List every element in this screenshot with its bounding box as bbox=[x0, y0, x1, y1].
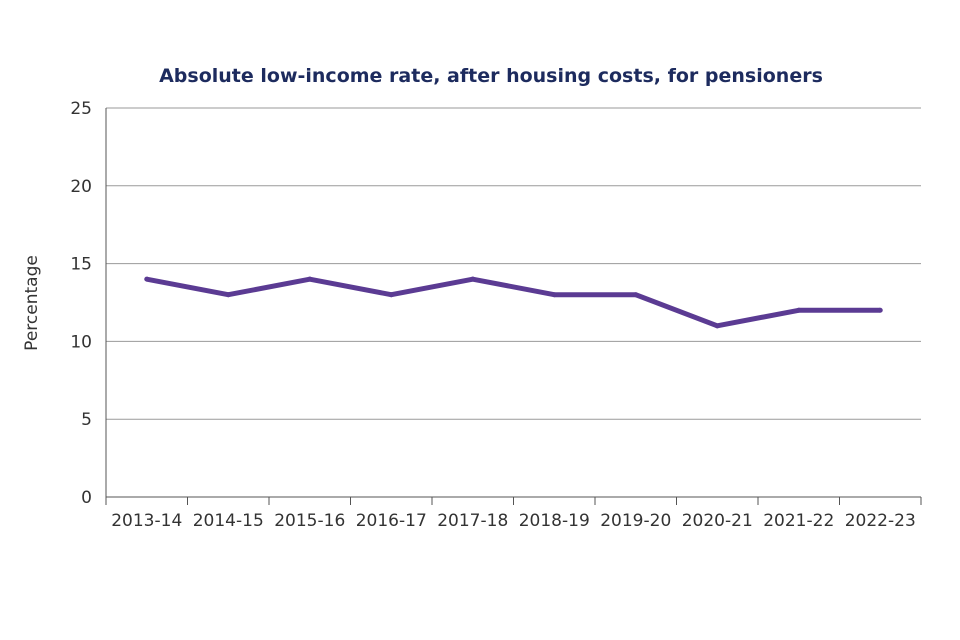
data-point bbox=[144, 276, 150, 282]
x-tick-label: 2014-15 bbox=[193, 511, 264, 531]
y-tick-label: 0 bbox=[81, 488, 92, 508]
data-point bbox=[388, 292, 394, 298]
y-tick-label: 10 bbox=[70, 332, 92, 352]
data-point bbox=[307, 276, 313, 282]
data-point bbox=[225, 292, 231, 298]
axes bbox=[105, 108, 922, 505]
series-layer bbox=[144, 276, 883, 329]
data-point bbox=[633, 292, 639, 298]
x-tick-label: 2020-21 bbox=[682, 511, 753, 531]
x-tick-label: 2022-23 bbox=[845, 511, 916, 531]
y-tick-label: 20 bbox=[70, 177, 92, 197]
x-tick-labels: 2013-14 2014-15 2015-16 2016-17 2017-18 2018-… bbox=[111, 511, 916, 531]
data-point bbox=[796, 307, 802, 313]
x-tick-label: 2019-20 bbox=[600, 511, 671, 531]
gridlines bbox=[106, 107, 921, 420]
y-tick-label: 25 bbox=[70, 99, 92, 119]
x-tick-label: 2016-17 bbox=[356, 511, 427, 531]
data-point bbox=[470, 276, 476, 282]
data-point bbox=[714, 323, 720, 329]
data-point bbox=[551, 292, 557, 298]
x-tick-label: 2021-22 bbox=[763, 511, 834, 531]
chart-title: Absolute low-income rate, after housing … bbox=[159, 65, 823, 87]
x-tick-label: 2017-18 bbox=[437, 511, 508, 531]
x-tick-label: 2013-14 bbox=[111, 511, 182, 531]
y-tick-label: 15 bbox=[70, 255, 92, 275]
y-axis-label: Percentage bbox=[22, 255, 42, 351]
x-tick-label: 2018-19 bbox=[519, 511, 590, 531]
series-line-0 bbox=[146, 276, 881, 329]
data-point bbox=[877, 307, 883, 313]
y-tick-label: 5 bbox=[81, 410, 92, 430]
x-tick-label: 2015-16 bbox=[274, 511, 345, 531]
y-tick-labels: 0 5 10 15 20 25 bbox=[70, 99, 92, 508]
